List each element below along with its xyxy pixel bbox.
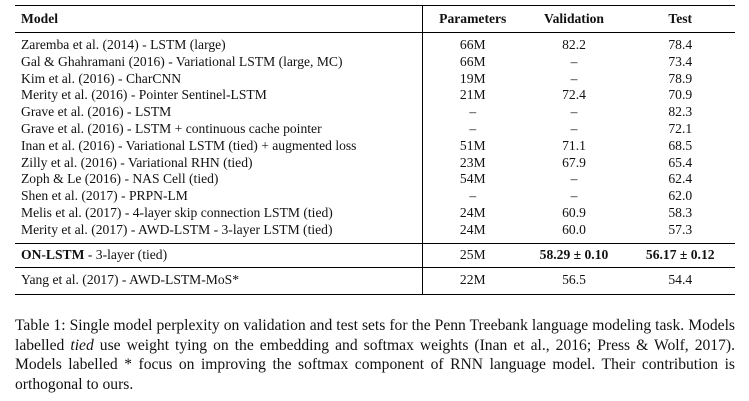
table-cell: 65.4 bbox=[668, 154, 693, 170]
caption-text: use weight tying on the embedding and so… bbox=[15, 336, 735, 393]
caption-text: Table 1: Single model perplexity on vali… bbox=[15, 317, 735, 354]
table-row: Melis et al. (2017) - 4-layer skip conne… bbox=[15, 204, 735, 222]
table-cell: Shen et al. (2017) - PRPN-LM bbox=[15, 188, 423, 205]
column-header: Parameters bbox=[422, 5, 523, 33]
table-row: Inan et al. (2016) - Variational LSTM (t… bbox=[15, 137, 735, 155]
table-cell: 67.9 bbox=[562, 154, 586, 170]
table-row: Shen et al. (2017) - PRPN-LM – – 62.0 bbox=[15, 188, 735, 205]
table-row: Gal & Ghahramani (2016) - Variational LS… bbox=[15, 53, 735, 71]
table-cell: 56.5 bbox=[522, 266, 626, 295]
table-cell: Kim et al. (2016) - CharCNN bbox=[15, 70, 423, 88]
table-row: Yang et al. (2017) - AWD-LSTM-MoS* 22M 56.… bbox=[15, 266, 735, 295]
column-header: Model bbox=[15, 5, 423, 33]
table-cell: Inan et al. (2016) - Variational LSTM (t… bbox=[15, 137, 423, 155]
caption-italic: tied bbox=[70, 336, 94, 354]
table-cell: Melis et al. (2017) - 4-layer skip conne… bbox=[15, 204, 423, 222]
table-row: Grave et al. (2016) - LSTM + continuous … bbox=[15, 120, 735, 138]
table-cell: – bbox=[570, 70, 578, 86]
bold-value: 58.29 ± 0.10 bbox=[539, 246, 609, 262]
table-cell: 54.4 bbox=[625, 266, 735, 295]
table-cell: 56.17 ± 0.12 bbox=[625, 242, 735, 268]
table-cell: – bbox=[469, 104, 477, 120]
table-cell: 23M bbox=[459, 154, 486, 170]
table-row: Grave et al. (2016) - LSTM – – 82.3 bbox=[15, 104, 735, 121]
table-cell: 72.4 bbox=[562, 87, 586, 103]
table-row: Zaremba et al. (2014) - LSTM (large) 66M 8… bbox=[15, 32, 735, 54]
table-row: Kim et al. (2016) - CharCNN 19M – 78.9 bbox=[15, 70, 735, 88]
table-cell: 70.9 bbox=[668, 87, 693, 103]
table-cell: 68.5 bbox=[668, 137, 693, 153]
table-cell: ON-LSTM - 3-layer (tied) bbox=[15, 242, 423, 268]
table-cell: – bbox=[570, 104, 578, 120]
table-cell: 78.4 bbox=[668, 37, 693, 52]
table-row: Zilly et al. (2016) - Variational RHN (t… bbox=[15, 154, 735, 172]
model-name-bold: ON-LSTM bbox=[21, 246, 85, 262]
table-cell: 60.9 bbox=[562, 204, 586, 220]
table-cell: – bbox=[469, 188, 477, 204]
results-table: Model Parameters Validation Test Zaremba et… bbox=[15, 5, 735, 295]
table-cell: – bbox=[570, 171, 578, 187]
table-cell: Yang et al. (2017) - AWD-LSTM-MoS* bbox=[15, 266, 423, 295]
column-header: Test bbox=[625, 5, 735, 33]
table-row: ON-LSTM - 3-layer (tied) 25M 58.29 ± 0.10 5… bbox=[15, 242, 735, 268]
table-cell: 82.3 bbox=[668, 104, 693, 120]
table-cell: 51M bbox=[459, 137, 486, 153]
table-cell: 22M bbox=[422, 266, 523, 295]
table-cell: – bbox=[570, 53, 578, 69]
table-cell: – bbox=[570, 120, 578, 136]
table-cell: 66M bbox=[459, 53, 486, 69]
table-cell: 58.3 bbox=[668, 204, 693, 220]
table-cell: Grave et al. (2016) - LSTM bbox=[15, 104, 423, 121]
table-cell: 24M bbox=[459, 221, 486, 237]
table-cell: Zilly et al. (2016) - Variational RHN (t… bbox=[15, 154, 423, 172]
table-cell: 58.29 ± 0.10 bbox=[522, 242, 626, 268]
model-name: - 3-layer (tied) bbox=[84, 246, 168, 262]
table-body: Zaremba et al. (2014) - LSTM (large) 66M 8… bbox=[15, 32, 735, 295]
table-cell: 25M bbox=[422, 242, 523, 268]
table-cell: 73.4 bbox=[668, 53, 693, 69]
table-cell: Zoph & Le (2016) - NAS Cell (tied) bbox=[15, 171, 423, 189]
table-cell: 72.1 bbox=[668, 120, 693, 136]
caption: Table 1: Single model perplexity on vali… bbox=[15, 316, 735, 394]
table-cell: Merity et al. (2017) - AWD-LSTM - 3-laye… bbox=[15, 221, 423, 244]
table-cell: Merity et al. (2016) - Pointer Sentinel-… bbox=[15, 87, 423, 105]
table-row: Merity et al. (2016) - Pointer Sentinel-… bbox=[15, 87, 735, 105]
table-cell: Zaremba et al. (2014) - LSTM (large) bbox=[15, 32, 423, 54]
table-cell: 71.1 bbox=[562, 137, 586, 153]
table-cell: 19M bbox=[459, 70, 486, 86]
bold-value: 56.17 ± 0.12 bbox=[645, 246, 715, 262]
table-cell: 60.0 bbox=[562, 221, 586, 237]
table-cell: 82.2 bbox=[562, 37, 586, 52]
table-cell: 62.0 bbox=[668, 188, 693, 204]
table-cell: Grave et al. (2016) - LSTM + continuous … bbox=[15, 120, 423, 138]
table-cell: 62.4 bbox=[668, 171, 693, 187]
column-header: Validation bbox=[522, 5, 626, 33]
table-cell: 24M bbox=[459, 204, 486, 220]
table-cell: 78.9 bbox=[668, 70, 693, 86]
header-row: Model Parameters Validation Test bbox=[15, 5, 735, 33]
table-row: Merity et al. (2017) - AWD-LSTM - 3-laye… bbox=[15, 221, 735, 244]
table-cell: 57.3 bbox=[668, 221, 693, 237]
table-cell: – bbox=[570, 188, 578, 204]
table-cell: Gal & Ghahramani (2016) - Variational LS… bbox=[15, 53, 423, 71]
table-cell: 66M bbox=[459, 37, 486, 52]
table-cell: 54M bbox=[459, 171, 486, 187]
table-row: Zoph & Le (2016) - NAS Cell (tied) 54M – 62… bbox=[15, 171, 735, 189]
table-cell: – bbox=[469, 120, 477, 136]
table-cell: 21M bbox=[459, 87, 486, 103]
